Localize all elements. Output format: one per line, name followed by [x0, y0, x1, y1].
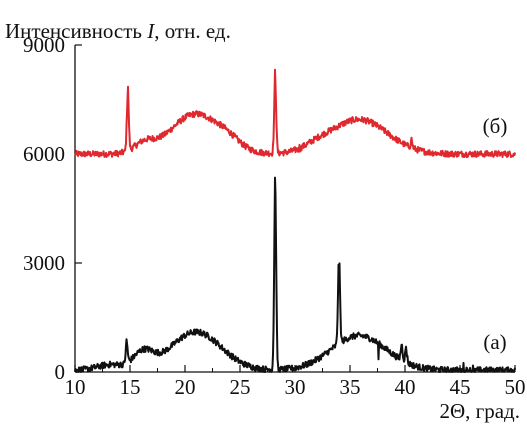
y-tick-label: 3000 [23, 251, 65, 275]
series-line-b [74, 68, 516, 159]
series-annotations: (б) (а) [483, 114, 508, 354]
y-axis-label-suffix: , отн. ед. [154, 19, 231, 43]
y-axis-label-var: I [146, 19, 155, 43]
series-layer [74, 68, 516, 373]
x-tick-label: 20 [175, 375, 196, 399]
x-tick-label: 40 [395, 375, 416, 399]
y-tick-label: 6000 [23, 142, 65, 166]
axes: 10 15 20 25 30 35 40 45 50 0 3000 6000 9000 [23, 33, 526, 399]
x-tick-label: 30 [285, 375, 306, 399]
y-tick-label: 0 [55, 360, 66, 384]
series-label-b: (б) [483, 114, 508, 138]
y-tick-label: 9000 [23, 33, 65, 57]
y-axis-label: Интенсивность I, отн. ед. [5, 19, 231, 43]
x-tick-label: 25 [230, 375, 251, 399]
x-tick-label: 10 [65, 375, 86, 399]
x-tick-label: 35 [340, 375, 361, 399]
x-tick-label: 15 [120, 375, 141, 399]
x-axis-label: 2Θ, град. [439, 399, 520, 423]
y-axis-label-prefix: Интенсивность [5, 19, 147, 43]
x-tick-label: 50 [505, 375, 526, 399]
series-line-a [74, 176, 516, 373]
series-label-a: (а) [483, 330, 506, 354]
x-tick-label: 45 [450, 375, 471, 399]
